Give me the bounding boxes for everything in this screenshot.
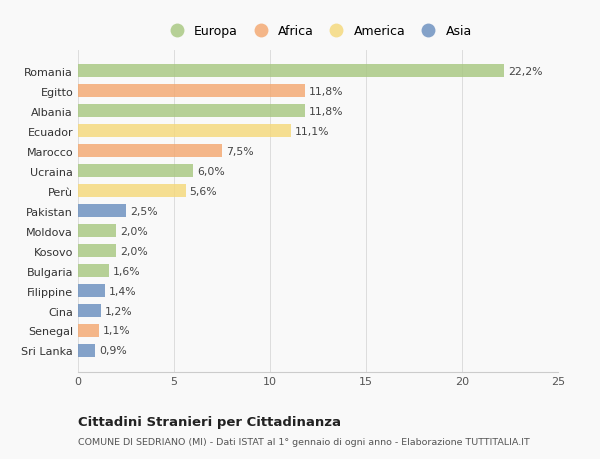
- Text: 1,4%: 1,4%: [109, 286, 136, 296]
- Text: 11,1%: 11,1%: [295, 126, 329, 136]
- Bar: [78, 185, 185, 198]
- Bar: [78, 325, 99, 337]
- Bar: [78, 165, 193, 178]
- Text: 2,0%: 2,0%: [120, 226, 148, 236]
- Text: 6,0%: 6,0%: [197, 166, 225, 176]
- Text: 5,6%: 5,6%: [190, 186, 217, 196]
- Bar: [78, 285, 105, 297]
- Bar: [78, 125, 291, 138]
- Text: 1,2%: 1,2%: [105, 306, 133, 316]
- Text: Cittadini Stranieri per Cittadinanza: Cittadini Stranieri per Cittadinanza: [78, 415, 341, 428]
- Bar: [78, 224, 116, 238]
- Bar: [78, 264, 109, 277]
- Bar: [78, 245, 116, 257]
- Text: 0,9%: 0,9%: [99, 346, 127, 356]
- Bar: [78, 105, 305, 118]
- Text: 1,1%: 1,1%: [103, 326, 131, 336]
- Bar: [78, 344, 95, 357]
- Text: COMUNE DI SEDRIANO (MI) - Dati ISTAT al 1° gennaio di ogni anno - Elaborazione T: COMUNE DI SEDRIANO (MI) - Dati ISTAT al …: [78, 437, 530, 446]
- Bar: [78, 145, 222, 158]
- Bar: [78, 65, 504, 78]
- Text: 1,6%: 1,6%: [113, 266, 140, 276]
- Text: 22,2%: 22,2%: [508, 67, 542, 77]
- Text: 2,0%: 2,0%: [120, 246, 148, 256]
- Bar: [78, 85, 305, 98]
- Bar: [78, 304, 101, 317]
- Text: 7,5%: 7,5%: [226, 146, 253, 157]
- Text: 11,8%: 11,8%: [308, 106, 343, 117]
- Legend: Europa, Africa, America, Asia: Europa, Africa, America, Asia: [160, 22, 476, 42]
- Bar: [78, 205, 126, 218]
- Text: 2,5%: 2,5%: [130, 206, 157, 216]
- Text: 11,8%: 11,8%: [308, 87, 343, 96]
